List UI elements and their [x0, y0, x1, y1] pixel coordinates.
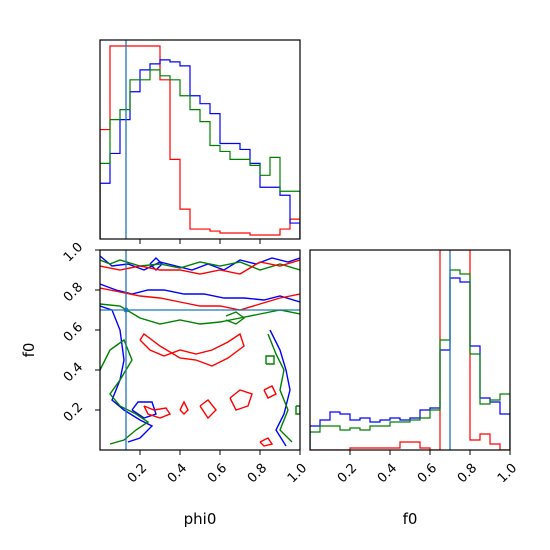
x-axis-label-f0: f0	[403, 510, 418, 528]
contour-series-1-level-6	[295, 405, 300, 415]
hist-phi0-series-0	[100, 45, 300, 239]
contour-series-1-level-0	[100, 259, 300, 271]
contour-series-1-level-4	[265, 355, 275, 365]
hist-phi0-panel	[99, 39, 301, 244]
contour-series-2-level-2	[139, 332, 245, 367]
hist-f0-xtick-label-4: 1.0	[495, 461, 520, 486]
hist-f0-frame	[309, 249, 511, 451]
contour-series-0-level-0	[100, 255, 300, 271]
hist-f0-xtick-label-0: 0.2	[335, 461, 360, 486]
contour-ytick-label-1: 0.4	[61, 360, 86, 385]
contour-ytick-label-4: 1.0	[61, 240, 86, 265]
contour-series-0-level-1	[100, 283, 300, 303]
contour-series-1-level-1	[100, 303, 300, 325]
contour-series-2-level-3	[143, 405, 172, 419]
contour-ytick-label-3: 0.8	[61, 280, 86, 305]
contour-series-2-level-8	[259, 437, 274, 447]
contour-series-1-level-3	[267, 333, 293, 443]
contour-series-2-level-7	[263, 385, 277, 399]
contour-series-2-level-6	[229, 389, 253, 411]
hist-f0-series-2	[310, 269, 510, 450]
contour-truth-point	[123, 307, 129, 313]
contour-series-0-level-4	[131, 401, 157, 419]
contour-series-2-level-5	[199, 399, 217, 420]
contour-series-2-level-1	[100, 287, 300, 311]
contour-series-2-level-0	[100, 259, 300, 275]
x-axis-label-phi0: phi0	[184, 510, 217, 528]
contour-ytick-label-0: 0.2	[61, 400, 86, 425]
contour-xtick-label-1: 0.4	[165, 461, 190, 486]
hist-f0-series-0	[310, 250, 510, 450]
contour-phi0-f0-panel: 0.2 0.4 0.6 0.8 1.0 0.2 0.4 0.6 0.8 1.0	[61, 240, 310, 486]
hist-f0-panel: 0.2 0.4 0.6 0.8 1.0	[309, 249, 520, 486]
contour-xtick-label-2: 0.6	[205, 461, 230, 486]
contour-series-1-level-5	[225, 311, 246, 325]
contour-frame	[99, 249, 301, 451]
contour-series-0-level-3	[269, 329, 291, 447]
hist-f0-xtick-label-3: 0.8	[455, 461, 480, 486]
hist-f0-xtick-label-1: 0.4	[375, 461, 400, 486]
y-axis-label-f0: f0	[20, 343, 38, 358]
contour-xtick-label-3: 0.8	[245, 461, 270, 486]
contour-series-0-level-2	[100, 305, 154, 443]
hist-phi0-frame	[99, 39, 301, 240]
hist-f0-xtick-label-2: 0.6	[415, 461, 440, 486]
contour-xtick-label-4: 1.0	[285, 461, 310, 486]
contour-ytick-label-2: 0.6	[61, 320, 86, 345]
contour-series-1-level-2	[100, 338, 150, 445]
contour-series-2-level-4	[179, 400, 189, 415]
hist-phi0-series-2	[100, 69, 300, 239]
contour-xtick-label-0: 0.2	[125, 461, 150, 486]
